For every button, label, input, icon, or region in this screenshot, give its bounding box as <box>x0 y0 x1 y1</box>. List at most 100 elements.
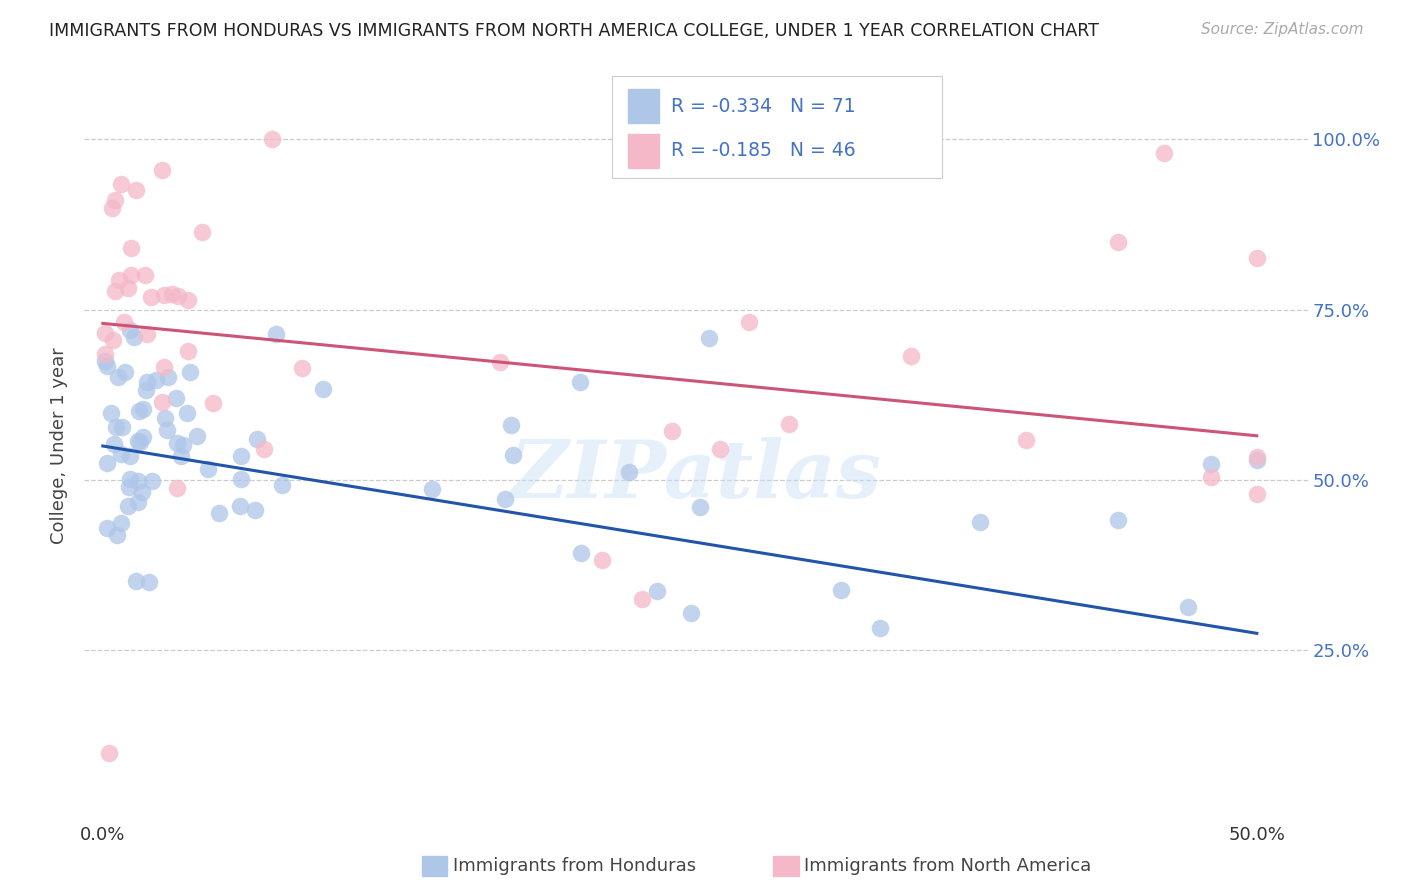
Text: R = -0.334   N = 71: R = -0.334 N = 71 <box>671 96 855 116</box>
Point <box>1246 453 1268 467</box>
Text: Source: ZipAtlas.com: Source: ZipAtlas.com <box>1201 22 1364 37</box>
Point <box>127 475 149 489</box>
Point <box>681 607 703 621</box>
Point <box>208 506 231 520</box>
Point <box>569 375 592 389</box>
Point <box>103 333 125 347</box>
Point <box>157 370 180 384</box>
Point <box>110 516 132 530</box>
Point <box>118 480 141 494</box>
Point <box>127 434 149 448</box>
Point <box>120 268 142 282</box>
Point <box>631 592 654 607</box>
Point <box>94 354 117 368</box>
Point <box>689 500 711 514</box>
Point <box>117 500 139 514</box>
Point <box>1153 146 1175 161</box>
Point <box>420 482 443 496</box>
Point <box>1107 235 1129 249</box>
Point <box>591 552 613 566</box>
Point <box>264 326 287 341</box>
Point <box>141 290 163 304</box>
Point <box>125 182 148 196</box>
Point <box>94 326 117 341</box>
Point <box>502 449 524 463</box>
Point <box>101 201 124 215</box>
Point <box>176 293 198 308</box>
Point <box>166 481 188 495</box>
Point <box>489 355 512 369</box>
Point <box>246 433 269 447</box>
Point <box>197 462 219 476</box>
Point <box>110 447 132 461</box>
Point <box>145 373 167 387</box>
Point <box>262 132 284 146</box>
Point <box>191 225 214 239</box>
Point <box>495 491 517 506</box>
Point <box>165 391 187 405</box>
Point <box>1246 450 1268 465</box>
Point <box>1199 470 1222 484</box>
Text: R = -0.185   N = 46: R = -0.185 N = 46 <box>671 141 855 161</box>
Point <box>97 746 120 760</box>
Point <box>104 284 127 298</box>
Point <box>110 177 132 191</box>
Point <box>118 323 141 337</box>
Point <box>138 574 160 589</box>
Point <box>186 429 208 443</box>
Point <box>569 546 592 560</box>
Point <box>291 361 314 376</box>
Point <box>153 411 176 425</box>
Point <box>271 478 294 492</box>
Point <box>132 402 155 417</box>
Point <box>96 456 118 470</box>
Point <box>177 343 200 358</box>
Point <box>1177 600 1199 615</box>
Point <box>252 442 274 456</box>
Point <box>127 495 149 509</box>
Point <box>738 316 761 330</box>
Point <box>900 349 922 363</box>
Point <box>117 281 139 295</box>
Text: IMMIGRANTS FROM HONDURAS VS IMMIGRANTS FROM NORTH AMERICA COLLEGE, UNDER 1 YEAR : IMMIGRANTS FROM HONDURAS VS IMMIGRANTS F… <box>49 22 1099 40</box>
Point <box>228 500 250 514</box>
Point <box>167 288 190 302</box>
Point <box>128 404 150 418</box>
Point <box>107 370 129 384</box>
Point <box>96 359 118 373</box>
Point <box>150 395 173 409</box>
Point <box>111 420 134 434</box>
Point <box>153 288 176 302</box>
Point <box>132 430 155 444</box>
Point <box>94 347 117 361</box>
Point <box>312 382 335 396</box>
Point <box>1199 457 1222 471</box>
Text: Immigrants from North America: Immigrants from North America <box>804 857 1091 875</box>
Point <box>96 521 118 535</box>
Point <box>152 162 174 177</box>
Point <box>114 364 136 378</box>
Point <box>1015 433 1038 447</box>
Point <box>170 449 193 463</box>
Point <box>617 465 640 479</box>
Point <box>661 424 683 438</box>
Point <box>243 503 266 517</box>
Point <box>709 442 731 457</box>
Point <box>179 365 201 379</box>
Point <box>499 417 522 432</box>
Point <box>166 436 188 450</box>
Point <box>1246 251 1268 265</box>
Point <box>153 360 176 375</box>
Point <box>141 475 163 489</box>
Point <box>647 583 669 598</box>
Point <box>125 574 148 588</box>
Text: Immigrants from Honduras: Immigrants from Honduras <box>453 857 696 875</box>
Point <box>134 268 156 283</box>
Point <box>105 528 128 542</box>
Point <box>172 438 194 452</box>
Point <box>103 437 125 451</box>
Point <box>129 435 152 450</box>
Point <box>201 396 224 410</box>
Point <box>969 516 991 530</box>
Point <box>131 485 153 500</box>
